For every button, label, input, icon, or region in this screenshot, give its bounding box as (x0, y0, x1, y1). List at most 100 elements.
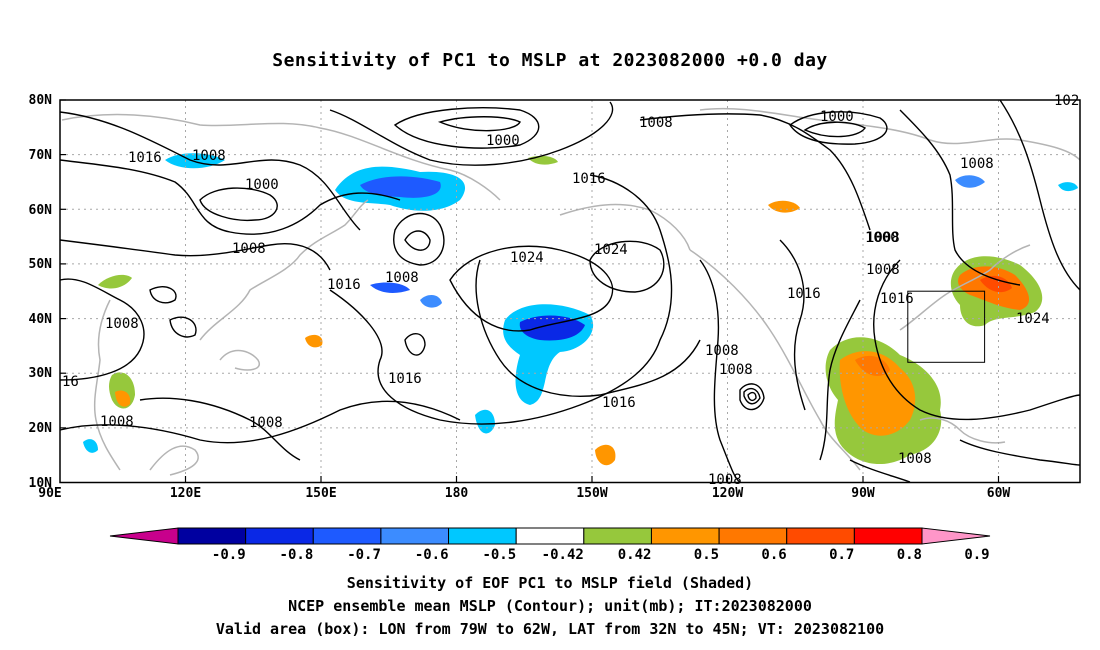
contour-line (803, 121, 867, 138)
lon-label: 90E (38, 486, 61, 501)
contour-line (999, 99, 1081, 291)
lon-label: 120E (170, 486, 201, 501)
colorbar-segment (515, 527, 585, 545)
contour-label: 1016 (128, 150, 162, 166)
contour-line (59, 239, 331, 271)
contour-label: 1008 (719, 362, 753, 378)
lon-label: 60W (987, 486, 1011, 501)
contour-line (393, 107, 540, 149)
valid-area-box (907, 290, 986, 363)
contour-line (59, 278, 145, 381)
neg-blob-small3 (475, 409, 495, 434)
neg-blob-small2 (420, 294, 442, 308)
colorbar-segment (786, 527, 855, 545)
colorbar-segment (583, 527, 652, 545)
contour-line (899, 109, 1021, 286)
contour-label: 1008 (249, 415, 283, 431)
colorbar-segment (448, 527, 517, 545)
colorbar-label: -0.9 (212, 547, 246, 563)
contour-line (959, 439, 1081, 466)
colorbar-label: 0.42 (618, 547, 652, 563)
colorbar-label: 0.5 (694, 547, 719, 563)
colorbar-segment (718, 527, 788, 545)
contour-line (449, 245, 614, 332)
contour-label: 1016 (602, 395, 636, 411)
contour-line (789, 111, 888, 145)
neg-blob-small4 (955, 175, 985, 188)
contour-line (329, 101, 614, 166)
contour-line (59, 159, 401, 235)
lat-label: 70N (29, 148, 53, 163)
caption-line-3: Valid area (box): LON from 79W to 62W, L… (215, 620, 885, 638)
contour-line (779, 239, 806, 411)
contour-label: 1008 (705, 343, 739, 359)
contour-line (699, 259, 741, 483)
lon-labels: 90E 120E 150E 180 150W 120W 90W 60W (38, 486, 1010, 501)
colorbar-segment (245, 527, 314, 545)
colorbar-label: -0.7 (347, 547, 381, 563)
colorbar-label: -0.8 (280, 547, 314, 563)
lon-label: 150E (305, 486, 336, 501)
lon-label: 150W (576, 486, 607, 501)
contour-line (437, 116, 521, 132)
pos-blob-small3 (595, 444, 616, 466)
colorbar-segment (650, 527, 720, 545)
contour-label: 1008 (898, 451, 932, 467)
contour-label: 1008 (960, 156, 994, 172)
colorbar-label: 0.9 (964, 547, 989, 563)
contour-label: 1016 (388, 371, 422, 387)
lat-label: 40N (29, 312, 53, 327)
colorbar-segment (312, 527, 382, 545)
colorbar-label: -0.42 (542, 547, 584, 563)
contour-line (475, 259, 701, 397)
contour-label-group: 1016 1008 1000 1008 1016 1000 1008 1008 … (62, 93, 1079, 488)
contour-label: 1000 (820, 109, 854, 125)
contour-line (589, 240, 665, 293)
contour-line (139, 397, 301, 461)
contour-line (747, 391, 757, 402)
contour-line (819, 299, 861, 461)
contour-line (739, 383, 765, 411)
contour-label: 1008 (100, 414, 134, 430)
lat-label: 30N (29, 366, 53, 381)
lat-labels: 80N 70N 60N 50N 40N 30N 20N 10N (29, 93, 53, 491)
caption-line-2: NCEP ensemble mean MSLP (Contour); unit(… (288, 597, 812, 615)
tick-marks (60, 99, 1000, 483)
pos-blob-east-pac-hot (855, 355, 890, 376)
pos-blob-indochina-core (115, 390, 131, 407)
contour-line (169, 316, 197, 338)
contour-label: 16 (62, 374, 79, 390)
lat-label: 20N (29, 421, 53, 436)
colorbar-left-triangle (109, 527, 179, 545)
neg-blob-small7 (370, 282, 410, 293)
lon-label: 180 (445, 486, 469, 501)
contour-line (404, 230, 431, 251)
contour-label: 1008 (639, 115, 673, 131)
colorbar-right-triangle (921, 527, 991, 545)
colorbar-label: -0.5 (482, 547, 516, 563)
neg-blob-npac-core (519, 315, 585, 341)
colorbar-segment (853, 527, 923, 545)
contour-label: 1008 (866, 230, 900, 246)
contour-line (329, 174, 673, 425)
colorbar-label: 0.6 (761, 547, 786, 563)
contour-line (199, 187, 278, 222)
contour-label: 1008 (192, 148, 226, 164)
contour-line (393, 212, 445, 266)
contour-line (149, 286, 177, 304)
colorbar-label: 0.7 (829, 547, 854, 563)
colorbar-label: -0.6 (415, 547, 449, 563)
contour-line (639, 113, 871, 231)
contour-label: 1008 (105, 316, 139, 332)
neg-blob-small6 (83, 439, 98, 453)
pos-blob-small2 (98, 274, 132, 289)
neg-blob-small5 (1058, 182, 1078, 192)
plot-frame (59, 99, 1081, 484)
contour-label: 1016 (880, 291, 914, 307)
contour-label: 1016 (327, 277, 361, 293)
contour-label: 1008 (866, 262, 900, 278)
neg-blob-kamchatka-core (360, 176, 441, 198)
pos-blob-atlantic-hot (980, 275, 1012, 293)
contour-label: 1008 (232, 241, 266, 257)
contour-line (59, 111, 361, 231)
